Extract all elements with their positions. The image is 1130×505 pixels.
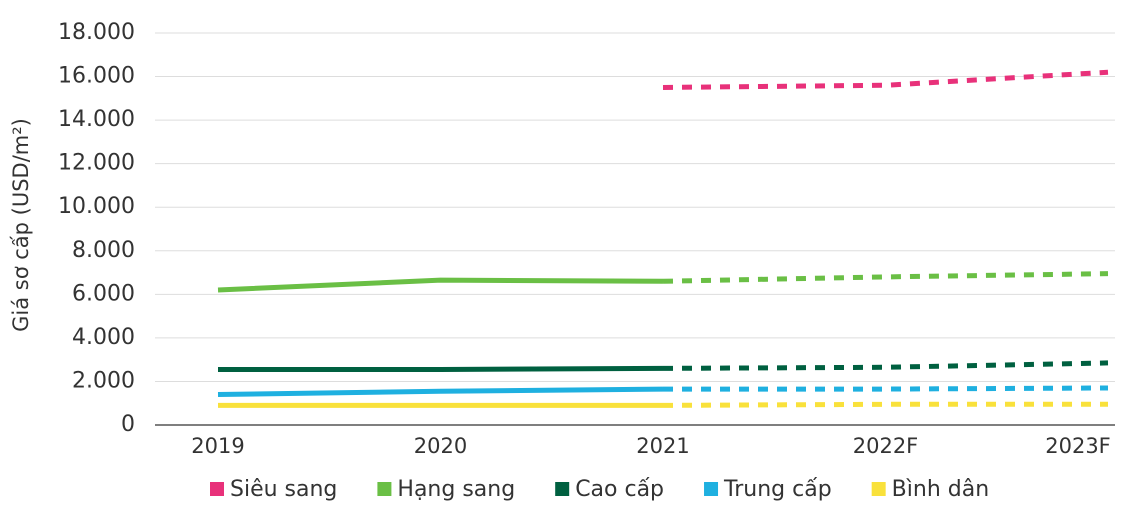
- y-tick-label: 2.000: [72, 368, 135, 393]
- x-tick-label: 2019: [191, 434, 244, 458]
- y-tick-label: 10.000: [58, 194, 135, 219]
- y-tick-label: 16.000: [58, 64, 135, 89]
- legend-swatch: [704, 482, 719, 496]
- series-line: [217, 277, 664, 293]
- series-line: [662, 271, 1109, 284]
- y-tick-label: 4.000: [72, 325, 135, 350]
- y-tick-label: 8.000: [72, 238, 135, 263]
- series-line: [662, 69, 1109, 90]
- y-tick-label: 12.000: [58, 151, 135, 176]
- y-tick-label: 0: [121, 412, 135, 437]
- legend-label: Siêu sang: [230, 477, 337, 502]
- legend-swatch: [377, 482, 392, 496]
- series-line: [218, 365, 664, 372]
- x-tick-label: 2021: [636, 434, 689, 458]
- y-axis-label: Giá sơ cấp (USD/m²): [9, 118, 33, 332]
- legend-label: Bình dân: [892, 477, 989, 502]
- legend-swatch: [210, 482, 224, 496]
- legend-label: Cao cấp: [575, 477, 664, 502]
- legend-label: Hạng sang: [397, 477, 515, 502]
- y-tick-label: 14.000: [58, 107, 135, 132]
- series-line: [662, 360, 1109, 371]
- y-tick-label: 18.000: [58, 20, 135, 45]
- series-line: [662, 401, 1108, 408]
- series-line: [217, 386, 664, 398]
- x-tick-label: 2020: [414, 434, 467, 458]
- legend-swatch: [871, 482, 886, 496]
- x-tick-label: 2023F: [1045, 434, 1111, 458]
- series-line: [663, 385, 1109, 392]
- legend-label: Trung cấp: [723, 477, 832, 502]
- legend-swatch: [555, 482, 570, 496]
- x-tick-label: 2022F: [853, 434, 919, 458]
- y-tick-label: 6.000: [72, 281, 135, 306]
